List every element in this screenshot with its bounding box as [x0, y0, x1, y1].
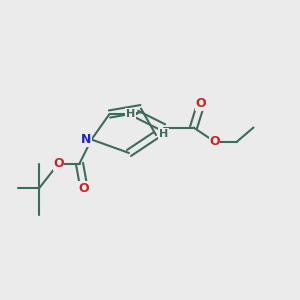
- Text: O: O: [53, 157, 64, 170]
- Text: O: O: [79, 182, 89, 195]
- Text: H: H: [126, 109, 135, 119]
- Text: H: H: [159, 129, 168, 139]
- Text: O: O: [209, 135, 220, 148]
- Text: O: O: [196, 97, 206, 110]
- Text: N: N: [81, 133, 92, 146]
